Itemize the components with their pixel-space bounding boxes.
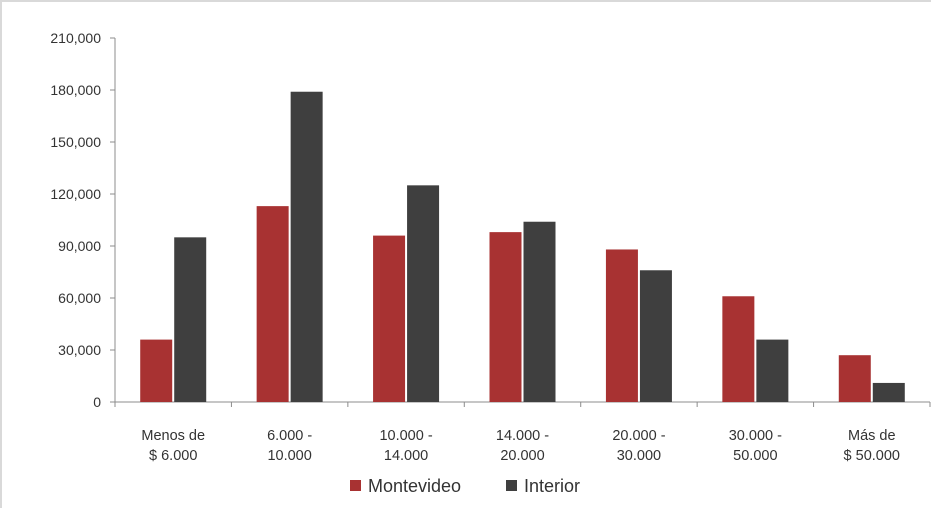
- bar-montevideo-2: [373, 235, 406, 402]
- bar-interior-2: [407, 185, 440, 402]
- y-tick-label: 30,000: [58, 342, 101, 358]
- y-tick-label: 0: [93, 394, 101, 410]
- x-category-label: 14.000: [384, 448, 428, 464]
- x-category-label: 30.000: [617, 448, 661, 464]
- x-category-label: 50.000: [733, 448, 777, 464]
- bar-interior-6: [872, 382, 905, 402]
- x-category-label: 6.000 -: [267, 428, 312, 444]
- legend-swatch-interior: [506, 480, 517, 491]
- y-tick-label: 150,000: [50, 134, 101, 150]
- y-tick-label: 120,000: [50, 186, 101, 202]
- bar-interior-4: [639, 270, 672, 402]
- bar-interior-3: [523, 221, 556, 402]
- bar-montevideo-4: [605, 249, 638, 402]
- x-category-label: Menos de: [141, 428, 205, 444]
- legend-label-interior: Interior: [524, 476, 580, 496]
- bar-montevideo-6: [838, 355, 871, 402]
- x-category-label: 20.000: [500, 448, 544, 464]
- bar-montevideo-1: [256, 206, 289, 402]
- bar-interior-0: [174, 237, 207, 402]
- bar-montevideo-0: [140, 339, 173, 402]
- x-category-label: Más de: [848, 428, 896, 444]
- y-tick-label: 180,000: [50, 82, 101, 98]
- bar-interior-5: [756, 339, 789, 402]
- x-category-label: 20.000 -: [612, 428, 665, 444]
- y-tick-label: 90,000: [58, 238, 101, 254]
- x-category-label: $ 6.000: [149, 448, 197, 464]
- x-category-label: 30.000 -: [729, 428, 782, 444]
- legend-label-montevideo: Montevideo: [368, 476, 461, 496]
- y-tick-label: 60,000: [58, 290, 101, 306]
- bar-interior-1: [290, 91, 323, 402]
- legend-swatch-montevideo: [350, 480, 361, 491]
- bar-montevideo-3: [489, 232, 522, 402]
- y-tick-label: 210,000: [50, 30, 101, 46]
- bar-montevideo-5: [722, 296, 755, 402]
- x-category-label: 10.000 -: [379, 428, 432, 444]
- x-category-label: 14.000 -: [496, 428, 549, 444]
- x-category-label: $ 50.000: [844, 448, 900, 464]
- x-category-label: 10.000: [267, 448, 311, 464]
